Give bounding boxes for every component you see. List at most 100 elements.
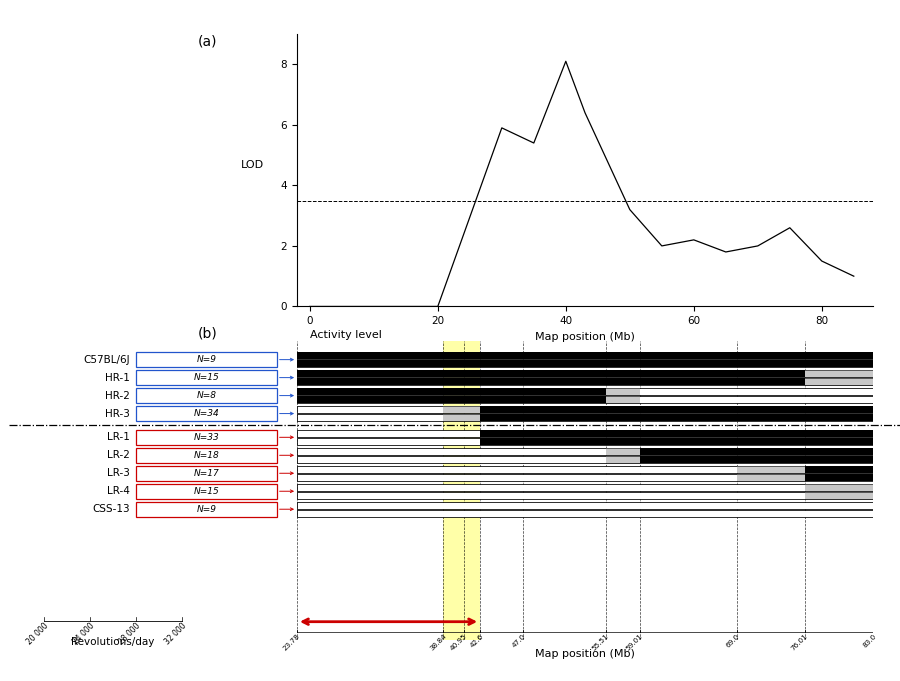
Bar — [297, 396, 606, 403]
Bar — [297, 396, 873, 403]
Bar — [640, 456, 873, 463]
Bar — [737, 474, 805, 481]
Bar — [297, 474, 873, 481]
Bar — [297, 360, 873, 367]
Bar — [136, 430, 277, 445]
Text: HR-1: HR-1 — [105, 373, 130, 383]
Text: 47.0: 47.0 — [511, 633, 527, 649]
Bar — [737, 466, 805, 473]
Bar — [136, 466, 277, 481]
Text: LR-2: LR-2 — [107, 450, 130, 460]
Bar — [805, 474, 873, 481]
Bar — [297, 474, 873, 481]
Bar — [297, 456, 873, 463]
Bar — [297, 447, 873, 455]
Text: 32 000: 32 000 — [163, 622, 188, 647]
Text: (b): (b) — [198, 327, 218, 341]
X-axis label: Map position (Mb): Map position (Mb) — [536, 332, 634, 342]
Bar — [297, 456, 873, 463]
Bar — [297, 438, 873, 445]
Text: 24 000: 24 000 — [71, 622, 96, 647]
Text: LR-4: LR-4 — [107, 486, 130, 496]
Bar — [480, 414, 873, 421]
Text: N=15: N=15 — [194, 373, 220, 382]
Bar — [297, 502, 873, 509]
Bar — [805, 466, 873, 473]
Bar — [444, 340, 480, 640]
Bar — [297, 502, 873, 509]
Bar — [297, 406, 873, 413]
Bar — [297, 379, 805, 385]
Text: 40.95: 40.95 — [449, 633, 468, 652]
Bar — [297, 510, 873, 517]
Bar — [297, 352, 873, 359]
Text: N=9: N=9 — [196, 355, 216, 364]
Bar — [805, 492, 873, 499]
Y-axis label: LOD: LOD — [241, 160, 265, 170]
Bar — [297, 379, 873, 385]
Bar — [606, 388, 640, 395]
Bar — [805, 484, 873, 490]
Bar — [136, 370, 277, 385]
Bar — [136, 502, 277, 517]
Bar — [297, 447, 873, 455]
Bar — [297, 414, 873, 421]
Text: N=18: N=18 — [194, 451, 220, 460]
Bar — [297, 370, 805, 377]
Bar — [297, 370, 873, 377]
Bar — [297, 352, 873, 359]
Text: 83.0: 83.0 — [861, 633, 878, 649]
Text: 76.01: 76.01 — [790, 633, 809, 652]
Bar — [297, 360, 873, 367]
Text: 20 000: 20 000 — [24, 622, 50, 647]
Text: LR-3: LR-3 — [107, 469, 130, 478]
Bar — [297, 492, 873, 499]
Bar — [297, 430, 873, 437]
Text: 69.0: 69.0 — [725, 633, 741, 649]
Bar — [297, 370, 873, 377]
Bar — [444, 406, 480, 413]
Bar — [480, 406, 873, 413]
Bar — [606, 447, 640, 455]
Text: 42.6: 42.6 — [469, 633, 484, 649]
Bar — [136, 388, 277, 403]
Text: 55.51: 55.51 — [591, 633, 610, 652]
Bar — [480, 430, 873, 437]
Text: CSS-13: CSS-13 — [93, 504, 130, 514]
Bar — [136, 352, 277, 367]
Text: (a): (a) — [198, 34, 218, 48]
Bar — [297, 406, 873, 413]
Bar — [297, 396, 873, 403]
Bar — [805, 379, 873, 385]
Bar — [136, 484, 277, 499]
Bar — [297, 388, 606, 395]
Text: 59.01: 59.01 — [625, 633, 643, 652]
Bar — [136, 406, 277, 421]
Bar — [297, 388, 873, 395]
Text: N=15: N=15 — [194, 487, 220, 496]
Bar — [136, 447, 277, 463]
Text: Activity level: Activity level — [310, 330, 382, 340]
Bar — [297, 388, 873, 395]
Bar — [480, 438, 873, 445]
Text: N=33: N=33 — [194, 433, 220, 442]
Bar — [297, 414, 873, 421]
Bar — [297, 466, 873, 473]
Text: LR-1: LR-1 — [107, 432, 130, 442]
Bar — [606, 396, 640, 403]
Text: 28 000: 28 000 — [117, 622, 142, 647]
Text: N=8: N=8 — [196, 391, 216, 400]
Bar — [297, 484, 873, 490]
Bar — [297, 484, 873, 490]
Bar — [640, 447, 873, 455]
Bar — [297, 438, 873, 445]
Bar — [297, 510, 873, 517]
Bar — [805, 370, 873, 377]
Text: 23.78: 23.78 — [283, 633, 302, 652]
Text: HR-3: HR-3 — [105, 409, 130, 419]
Bar — [297, 430, 873, 437]
Text: N=17: N=17 — [194, 469, 220, 478]
Text: N=34: N=34 — [194, 409, 220, 418]
Text: HR-2: HR-2 — [105, 391, 130, 400]
Text: 38.84: 38.84 — [428, 633, 447, 652]
